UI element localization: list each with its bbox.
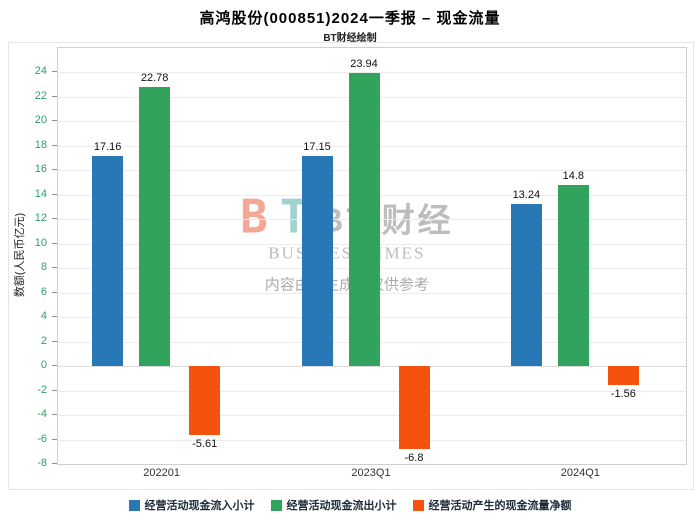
gridline — [58, 390, 686, 392]
gridline — [58, 366, 686, 368]
bar-value-label: 17.16 — [93, 141, 122, 154]
x-tick-label: 2023Q1 — [351, 467, 391, 479]
bar-series1-202201 — [92, 156, 124, 367]
legend-swatch — [128, 499, 140, 511]
y-tick-label: 8 — [40, 261, 47, 274]
bar-series2-2024Q1 — [557, 185, 589, 367]
y-tick-mark — [52, 218, 57, 220]
bar-series1-2024Q1 — [510, 204, 542, 367]
x-tick-label: 2024Q1 — [560, 467, 600, 479]
plot-area: B T BT 财经 BUSINESSTIMES 内容由AI生成，仅供参考 17.… — [57, 47, 687, 465]
y-tick-mark — [52, 144, 57, 146]
bar-series3-2024Q1 — [607, 366, 639, 386]
legend-label: 经营活动产生的现金流量净额 — [428, 500, 572, 512]
y-tick-mark — [52, 389, 57, 391]
y-tick-mark — [52, 242, 57, 244]
gridline — [58, 72, 686, 74]
x-axis: 202201 2023Q1 2024Q1 — [57, 467, 685, 483]
gridline — [58, 415, 686, 417]
bar-series3-202201 — [189, 366, 221, 435]
legend-label: 经营活动现金流入小计 — [144, 500, 255, 512]
y-tick-label: 22 — [34, 89, 47, 102]
watermark-brand: BT 财经 — [319, 201, 454, 239]
legend-swatch — [412, 499, 424, 511]
bar-series3-2023Q1 — [398, 366, 430, 450]
legend-item[interactable]: 经营活动现金流出小计 — [270, 497, 397, 513]
x-tick-label: 202201 — [143, 467, 181, 479]
y-tick-label: 6 — [40, 285, 47, 298]
y-tick-mark — [52, 291, 57, 293]
legend-swatch — [270, 499, 282, 511]
bt-logo-b-icon: B — [240, 189, 268, 244]
chart-figure: 数额(人民币亿元) -8 -6 -4 -2 0 2 4 6 8 10 12 14 16 18 20 22 24 … — [8, 42, 694, 490]
y-tick-label: -4 — [37, 408, 47, 421]
gridline — [58, 439, 686, 441]
y-tick-mark — [52, 365, 57, 367]
y-tick-label: 0 — [40, 359, 47, 372]
watermark-disclaimer: 内容由AI生成，仅供参考 — [264, 276, 429, 294]
bar-value-label: 22.78 — [140, 72, 169, 85]
y-tick-label: 14 — [34, 187, 47, 200]
bar-series1-2023Q1 — [301, 156, 333, 367]
y-tick-mark — [52, 193, 57, 195]
y-tick-label: -2 — [37, 383, 47, 396]
bar-value-label: -1.56 — [610, 388, 636, 401]
bar-value-label: 23.94 — [350, 58, 378, 71]
watermark-brand-sub: BUSINESSTIMES — [268, 243, 426, 263]
chart-subtitle: BT财经绘制 — [323, 33, 377, 44]
y-tick-mark — [52, 169, 57, 171]
y-tick-label: 16 — [34, 163, 47, 176]
legend: 经营活动现金流入小计 经营活动现金流出小计 经营活动产生的现金流量净额 — [0, 497, 700, 513]
y-tick-label: 20 — [34, 114, 47, 127]
bar-value-label: -5.61 — [192, 437, 218, 450]
legend-item[interactable]: 经营活动产生的现金流量净额 — [412, 497, 572, 513]
y-tick-label: 2 — [40, 334, 47, 347]
y-tick-mark — [52, 438, 57, 440]
bar-value-label: 13.24 — [512, 189, 541, 202]
y-tick-label: -6 — [37, 432, 47, 445]
y-tick-mark — [52, 267, 57, 269]
y-tick-mark — [52, 71, 57, 73]
y-tick-mark — [52, 95, 57, 97]
y-axis: -8 -6 -4 -2 0 2 4 6 8 10 12 14 16 18 20 22 24 — [9, 47, 57, 469]
watermark-logo-row: B T BT 财经 — [240, 193, 454, 241]
y-tick-mark — [52, 120, 57, 122]
legend-item[interactable]: 经营活动现金流入小计 — [128, 497, 255, 513]
y-tick-label: 4 — [40, 310, 47, 323]
y-tick-label: 10 — [34, 236, 47, 249]
bar-value-label: 17.15 — [303, 141, 331, 154]
y-tick-label: 18 — [34, 138, 47, 151]
bar-value-label: 14.8 — [562, 170, 585, 183]
y-tick-mark — [52, 316, 57, 318]
legend-label: 经营活动现金流出小计 — [286, 500, 397, 512]
y-tick-label: 24 — [34, 65, 47, 78]
bar-series2-202201 — [139, 87, 171, 367]
y-tick-mark — [52, 463, 57, 464]
y-tick-label: 12 — [34, 212, 47, 225]
bar-value-label: -6.8 — [404, 452, 424, 465]
y-tick-mark — [52, 414, 57, 416]
chart-title: 高鸿股份(000851)2024一季报 – 现金流量 — [199, 10, 501, 27]
y-tick-mark — [52, 340, 57, 342]
y-tick-label: -8 — [37, 457, 47, 469]
bar-series2-2023Q1 — [348, 73, 380, 367]
